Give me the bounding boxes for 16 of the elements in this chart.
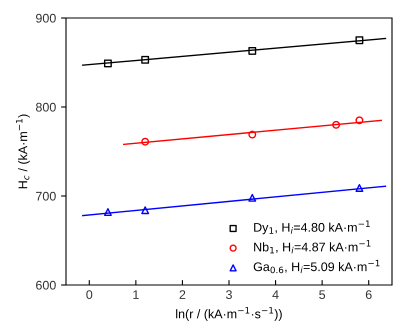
y-tick-label: 700	[36, 192, 56, 201]
x-tick-label: 3	[226, 290, 232, 300]
legend-label: Nb$_{1}$, H$_{i}$=4.87 kA·m$^{−1}$	[254, 240, 370, 254]
legend-label: Ga$_{0.6}$, H$_{i}$=5.09 kA·m$^{−1}$	[254, 260, 380, 274]
x-tick-label: 4	[272, 290, 279, 299]
x-tick-label: 5	[319, 290, 326, 300]
x-axis-title: ln(r / (kA·m$^{−1}$·s$^{−1}$))	[176, 307, 282, 321]
x-tick-label: 2	[180, 290, 186, 299]
y-tick-label: 600	[36, 280, 56, 290]
legend-label: Dy$_{1}$, H$_{i}$=4.80 kA·m$^{−1}$	[254, 220, 370, 234]
x-tick-label: 6	[366, 290, 372, 300]
x-tick-label: 1	[133, 290, 139, 299]
y-tick-label: 800	[36, 102, 56, 112]
y-axis-title: H$_{c}$ / (kA·m$^{−1}$)	[16, 114, 30, 188]
x-tick-label: 0	[86, 290, 92, 300]
y-tick-label: 900	[36, 14, 56, 23]
